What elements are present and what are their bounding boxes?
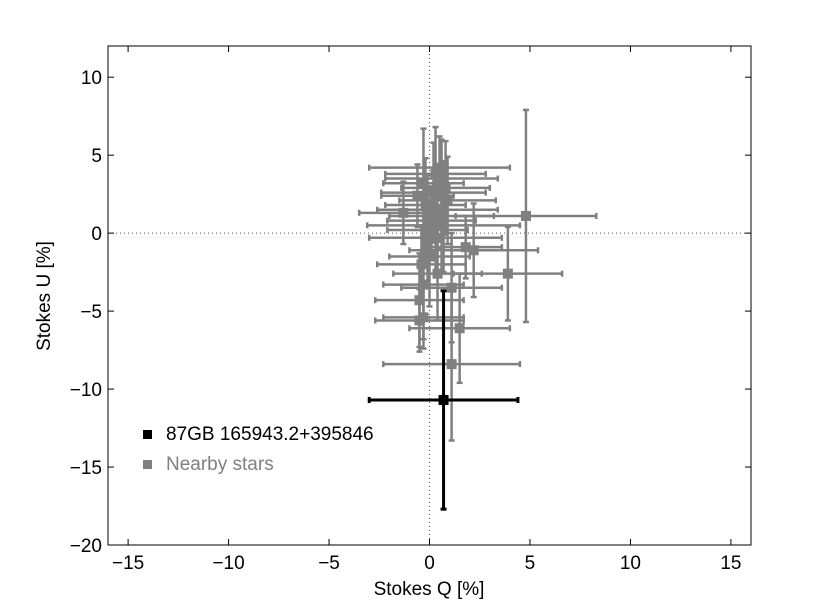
point-marker: [418, 178, 429, 189]
point-marker: [424, 251, 435, 262]
point-marker: [414, 315, 425, 326]
y-tick-label: −10: [70, 380, 102, 401]
y-axis-ticks: −20 −15 −10 −5 0 5 10: [70, 68, 751, 557]
data-point: [386, 185, 477, 257]
point-marker: [416, 259, 427, 270]
x-tick-label: 5: [525, 553, 536, 574]
x-tick-label: −15: [112, 553, 144, 574]
point-marker: [426, 215, 437, 226]
point-marker: [422, 225, 433, 236]
point-marker: [430, 232, 441, 243]
data-point: [384, 157, 467, 254]
data-point: [373, 288, 465, 353]
point-marker: [438, 220, 449, 231]
x-axis-label: Stokes Q [%]: [374, 579, 485, 600]
target-layer: [367, 289, 520, 511]
data-point: [357, 180, 449, 246]
data-point: [454, 108, 598, 324]
point-marker: [434, 162, 445, 173]
y-tick-label: −5: [80, 302, 102, 323]
point-marker: [446, 359, 457, 370]
point-marker: [436, 210, 447, 221]
legend-marker-target: [143, 430, 152, 439]
point-marker: [432, 204, 443, 215]
point-marker: [520, 210, 531, 221]
x-tick-label: 15: [720, 553, 741, 574]
legend: 87GB 165943.2+395846 Nearby stars: [143, 424, 374, 475]
point-marker: [412, 190, 423, 201]
legend-marker-nearby: [143, 460, 152, 469]
point-marker: [398, 207, 409, 218]
point-marker: [468, 245, 479, 256]
x-tick-label: 10: [620, 553, 641, 574]
data-point: [408, 202, 540, 299]
y-tick-label: −20: [70, 536, 102, 557]
x-tick-label: −10: [212, 553, 244, 574]
point-marker: [438, 394, 449, 405]
data-point: [382, 286, 522, 442]
x-tick-label: −5: [318, 553, 340, 574]
x-tick-label: 0: [424, 553, 435, 574]
data-point: [367, 289, 520, 511]
data-point: [452, 225, 564, 322]
data-point: [388, 205, 471, 308]
y-tick-label: 10: [81, 68, 102, 89]
y-axis-label: Stokes U [%]: [34, 241, 55, 351]
point-marker: [430, 168, 441, 179]
y-tick-label: 5: [91, 146, 102, 167]
y-tick-label: −15: [70, 458, 102, 479]
point-marker: [420, 200, 431, 211]
legend-label-nearby: Nearby stars: [166, 454, 274, 475]
point-marker: [428, 187, 439, 198]
point-marker: [418, 279, 429, 290]
y-tick-label: 0: [91, 224, 102, 245]
legend-label-target: 87GB 165943.2+395846: [166, 424, 374, 445]
point-marker: [460, 242, 471, 253]
nearby-stars-layer: [357, 108, 598, 442]
point-marker: [432, 268, 443, 279]
point-marker: [440, 182, 451, 193]
point-marker: [502, 268, 513, 279]
point-marker: [442, 195, 453, 206]
point-marker: [454, 323, 465, 334]
x-axis-ticks: −15 −10 −5 0 5 10 15: [112, 46, 741, 574]
